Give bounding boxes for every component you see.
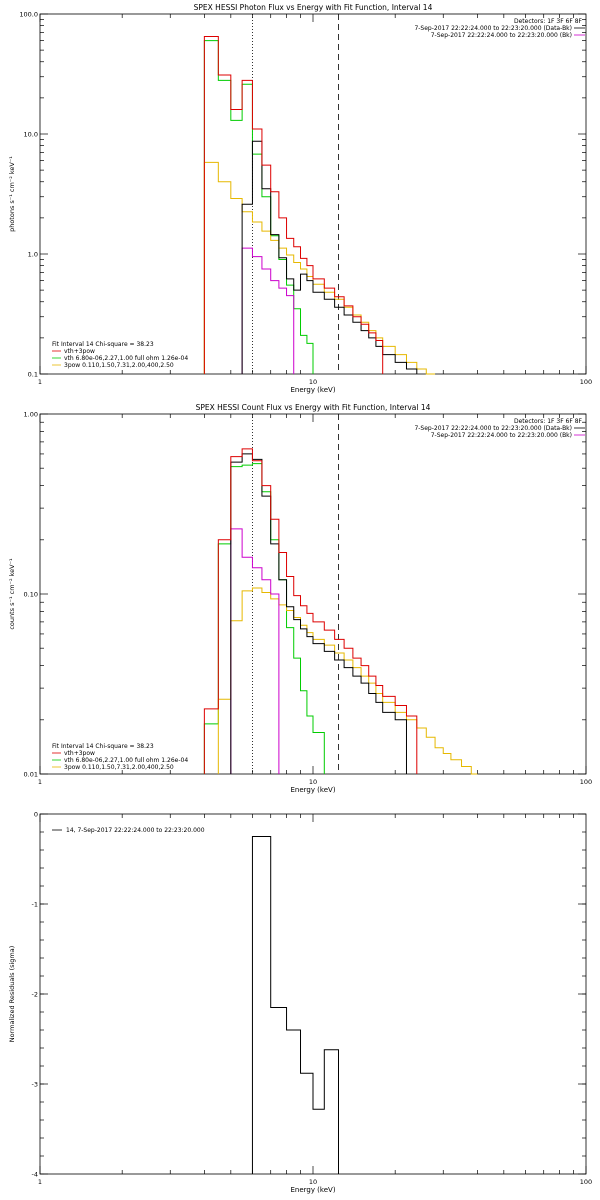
count-y-tick-label: 0.01 bbox=[24, 771, 38, 779]
photon-data-bk-label: 7-Sep-2017 22:22:24.000 to 22:23:20.000 … bbox=[414, 25, 572, 32]
photon-chart-title: SPEX HESSI Photon Flux vs Energy with Fi… bbox=[194, 3, 433, 12]
count-series-line-3 bbox=[230, 453, 407, 774]
photon-y-tick-label: 100.0 bbox=[19, 11, 38, 19]
count-x-tick-label: 1 bbox=[38, 778, 42, 786]
count-y-axis-label: counts s⁻¹ cm⁻² keV⁻¹ bbox=[8, 558, 16, 630]
residuals-legend-label: 14, 7-Sep-2017 22:22:24.000 to 22:23:20.… bbox=[66, 827, 205, 834]
count-fit-total-label: vth+3pow bbox=[64, 750, 95, 757]
photon-fit-info: Fit Interval 14 Chi-square = 38.23 bbox=[52, 341, 154, 348]
photon-x-tick-label: 10 bbox=[309, 378, 317, 386]
photon-y-axis-label: photons s⁻¹ cm⁻² keV⁻¹ bbox=[8, 156, 16, 232]
count-series-line-2 bbox=[230, 528, 280, 774]
residuals-x-tick-label: 1 bbox=[38, 1178, 42, 1186]
photon-x-tick-label: 1 bbox=[38, 378, 42, 386]
photon-plot-frame bbox=[39, 13, 587, 375]
photon-series-line-4 bbox=[203, 35, 384, 374]
photon-x-axis-label: Energy (keV) bbox=[290, 386, 335, 394]
photon-detectors-label: Detectors: 1F 3F 6F 8F bbox=[514, 18, 583, 25]
residuals-x-axis-label: Energy (keV) bbox=[290, 1186, 335, 1194]
photon-flux-panel: SPEX HESSI Photon Flux vs Energy with Fi… bbox=[8, 3, 592, 394]
residuals-panel: 1 10 100 -4 -3 -2 -1 0 14, 7-Sep-2017 22:22:24.… bbox=[8, 811, 592, 1195]
residuals-y-axis-label: Normalized Residuals (sigma) bbox=[8, 946, 16, 1043]
count-series-line-4 bbox=[203, 448, 418, 774]
count-series-line-1 bbox=[217, 587, 478, 775]
count-fit-powerlaw-label: 3pow 0.110,1.50,7.31,2.00,400,2.50 bbox=[64, 764, 174, 771]
count-axis-ticks: 1 10 100 0.01 0.10 1.00 bbox=[24, 411, 593, 787]
count-series-group bbox=[203, 448, 478, 775]
photon-series-group bbox=[203, 35, 436, 375]
count-fit-thermal-label: vth 6.80e-06,2.27,1.00 full ohm 1.26e-04 bbox=[64, 757, 188, 764]
residuals-y-tick-label: -3 bbox=[32, 1081, 38, 1089]
residuals-y-tick-label: -4 bbox=[32, 1171, 38, 1179]
residuals-y-tick-label: -1 bbox=[32, 901, 38, 909]
photon-bk-label: 7-Sep-2017 22:22:24.000 to 22:23:20.000 … bbox=[431, 32, 572, 39]
photon-y-tick-label: 1.0 bbox=[28, 251, 38, 259]
count-chart-title: SPEX HESSI Count Flux vs Energy with Fit… bbox=[196, 403, 431, 412]
residuals-axis-ticks: 1 10 100 -4 -3 -2 -1 0 bbox=[32, 811, 593, 1187]
photon-series-line-1 bbox=[203, 161, 436, 375]
residuals-series-group bbox=[251, 836, 339, 1174]
count-data-bk-label: 7-Sep-2017 22:22:24.000 to 22:23:20.000 … bbox=[414, 425, 572, 432]
count-x-tick-label: 100 bbox=[580, 778, 592, 786]
photon-series-line-3 bbox=[241, 140, 418, 374]
count-x-axis-label: Energy (keV) bbox=[290, 786, 335, 794]
count-x-tick-label: 10 bbox=[309, 778, 317, 786]
photon-fit-thermal-label: vth 6.80e-06,2.27,1.00 full ohm 1.26e-04 bbox=[64, 355, 188, 362]
residuals-x-tick-label: 100 bbox=[580, 1178, 592, 1186]
count-y-tick-label: 1.00 bbox=[24, 411, 38, 419]
photon-series-line-2 bbox=[241, 247, 295, 374]
residuals-y-tick-label: -2 bbox=[32, 991, 38, 999]
photon-fit-powerlaw-label: 3pow 0.110,1.50,7.31,2.00,400,2.50 bbox=[64, 362, 174, 369]
count-series-line-0 bbox=[203, 463, 325, 774]
photon-x-tick-label: 100 bbox=[580, 378, 592, 386]
count-bk-label: 7-Sep-2017 22:22:24.000 to 22:23:20.000 … bbox=[431, 432, 572, 439]
count-fit-info: Fit Interval 14 Chi-square = 38.23 bbox=[52, 743, 154, 750]
count-detectors-label: Detectors: 1F 3F 6F 8F bbox=[514, 418, 583, 425]
residuals-plot-frame bbox=[39, 813, 587, 1175]
residuals-series-line-0 bbox=[251, 836, 339, 1174]
count-flux-panel: SPEX HESSI Count Flux vs Energy with Fit… bbox=[8, 403, 592, 794]
photon-fit-total-label: vth+3pow bbox=[64, 348, 95, 355]
residuals-y-tick-label: 0 bbox=[34, 811, 38, 819]
photon-y-tick-label: 0.1 bbox=[28, 371, 38, 379]
photon-axis-ticks: 1 10 100 0.1 1.0 10.0 100.0 bbox=[19, 11, 592, 387]
count-y-tick-label: 0.10 bbox=[24, 591, 38, 599]
photon-y-tick-label: 10.0 bbox=[24, 131, 38, 139]
residuals-x-tick-label: 10 bbox=[309, 1178, 317, 1186]
photon-series-line-0 bbox=[203, 40, 314, 374]
